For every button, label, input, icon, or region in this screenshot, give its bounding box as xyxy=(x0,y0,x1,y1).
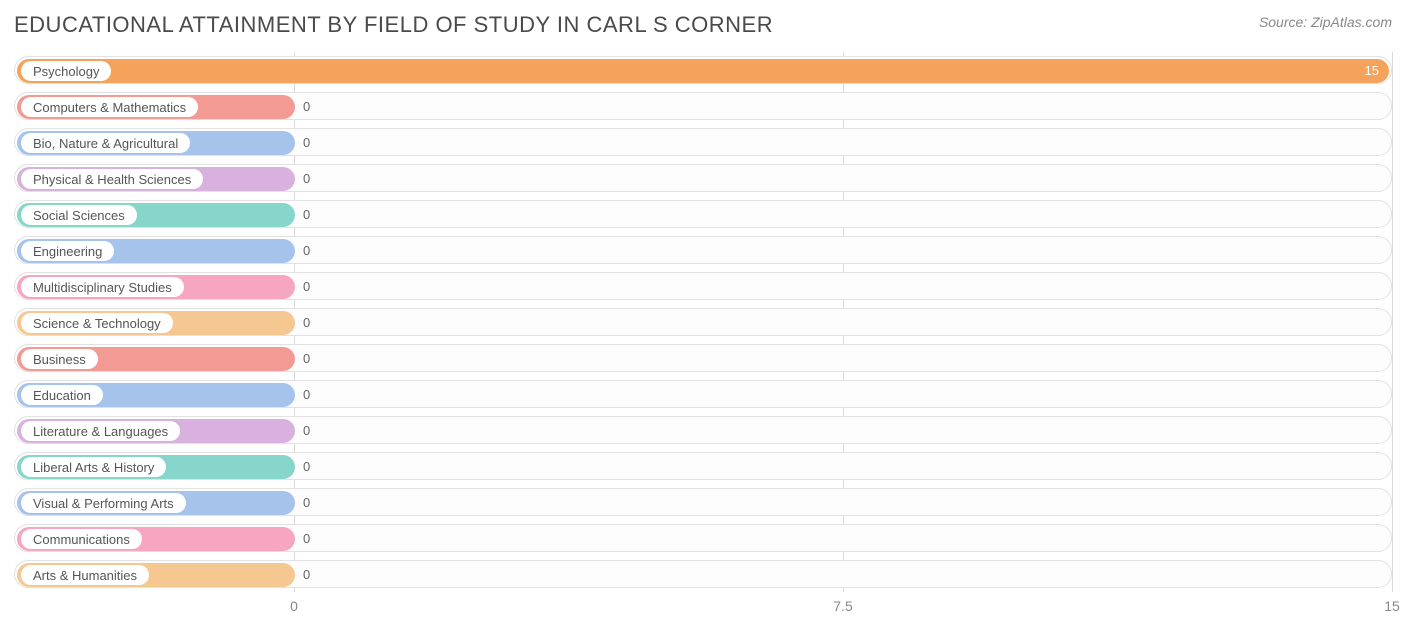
bar-track: Education 0 xyxy=(14,380,1392,408)
value-label: 0 xyxy=(303,459,310,474)
bar-track: Communications 0 xyxy=(14,524,1392,552)
chart-row: Bio, Nature & Agricultural 0 xyxy=(14,124,1392,160)
gridline xyxy=(1392,52,1393,592)
chart-source: Source: ZipAtlas.com xyxy=(1259,14,1392,30)
value-label: 0 xyxy=(303,423,310,438)
value-label: 0 xyxy=(303,243,310,258)
value-label: 15 xyxy=(1365,63,1379,78)
chart-row: Psychology 15 xyxy=(14,52,1392,88)
chart-row: Communications 0 xyxy=(14,520,1392,556)
bar-track: Multidisciplinary Studies 0 xyxy=(14,272,1392,300)
category-label: Literature & Languages xyxy=(21,421,180,441)
bar-track: Computers & Mathematics 0 xyxy=(14,92,1392,120)
x-tick-label: 15 xyxy=(1384,598,1400,614)
value-label: 0 xyxy=(303,171,310,186)
bar-track: Engineering 0 xyxy=(14,236,1392,264)
x-tick-label: 0 xyxy=(290,598,298,614)
chart-row: Science & Technology 0 xyxy=(14,304,1392,340)
bar-track: Science & Technology 0 xyxy=(14,308,1392,336)
chart-row: Business 0 xyxy=(14,340,1392,376)
bar-track: Liberal Arts & History 0 xyxy=(14,452,1392,480)
category-label: Arts & Humanities xyxy=(21,565,149,585)
x-axis: 07.515 xyxy=(14,596,1392,620)
category-label: Engineering xyxy=(21,241,114,261)
value-label: 0 xyxy=(303,135,310,150)
chart-plot: Psychology15Computers & Mathematics0Bio,… xyxy=(14,52,1392,592)
category-label: Bio, Nature & Agricultural xyxy=(21,133,190,153)
value-label: 0 xyxy=(303,351,310,366)
category-label: Psychology xyxy=(21,61,111,81)
value-label: 0 xyxy=(303,531,310,546)
bar-track: Literature & Languages 0 xyxy=(14,416,1392,444)
chart-row: Arts & Humanities 0 xyxy=(14,556,1392,592)
chart-row: Multidisciplinary Studies 0 xyxy=(14,268,1392,304)
bar-track: Visual & Performing Arts 0 xyxy=(14,488,1392,516)
value-label: 0 xyxy=(303,279,310,294)
category-label: Multidisciplinary Studies xyxy=(21,277,184,297)
chart-row: Visual & Performing Arts 0 xyxy=(14,484,1392,520)
value-label: 0 xyxy=(303,495,310,510)
bar-track: Social Sciences 0 xyxy=(14,200,1392,228)
chart-row: Social Sciences 0 xyxy=(14,196,1392,232)
chart-header: EDUCATIONAL ATTAINMENT BY FIELD OF STUDY… xyxy=(14,12,1392,38)
category-label: Communications xyxy=(21,529,142,549)
bar-track: Physical & Health Sciences 0 xyxy=(14,164,1392,192)
value-label: 0 xyxy=(303,387,310,402)
chart-area: Psychology15Computers & Mathematics0Bio,… xyxy=(14,52,1392,620)
category-label: Computers & Mathematics xyxy=(21,97,198,117)
category-label: Visual & Performing Arts xyxy=(21,493,186,513)
chart-row: Literature & Languages 0 xyxy=(14,412,1392,448)
bar-track: Arts & Humanities 0 xyxy=(14,560,1392,588)
value-label: 0 xyxy=(303,567,310,582)
chart-row: Education 0 xyxy=(14,376,1392,412)
chart-title: EDUCATIONAL ATTAINMENT BY FIELD OF STUDY… xyxy=(14,12,773,38)
bar xyxy=(17,59,1389,83)
chart-row: Computers & Mathematics 0 xyxy=(14,88,1392,124)
category-label: Physical & Health Sciences xyxy=(21,169,203,189)
category-label: Social Sciences xyxy=(21,205,137,225)
bar-track: Business 0 xyxy=(14,344,1392,372)
value-label: 0 xyxy=(303,207,310,222)
chart-row: Liberal Arts & History 0 xyxy=(14,448,1392,484)
bar-track: Psychology 15 xyxy=(14,56,1392,84)
category-label: Education xyxy=(21,385,103,405)
chart-row: Engineering 0 xyxy=(14,232,1392,268)
chart-rows: Psychology15Computers & Mathematics0Bio,… xyxy=(14,52,1392,592)
value-label: 0 xyxy=(303,315,310,330)
category-label: Science & Technology xyxy=(21,313,173,333)
x-tick-label: 7.5 xyxy=(833,598,852,614)
chart-row: Physical & Health Sciences 0 xyxy=(14,160,1392,196)
category-label: Business xyxy=(21,349,98,369)
value-label: 0 xyxy=(303,99,310,114)
bar-track: Bio, Nature & Agricultural 0 xyxy=(14,128,1392,156)
category-label: Liberal Arts & History xyxy=(21,457,166,477)
